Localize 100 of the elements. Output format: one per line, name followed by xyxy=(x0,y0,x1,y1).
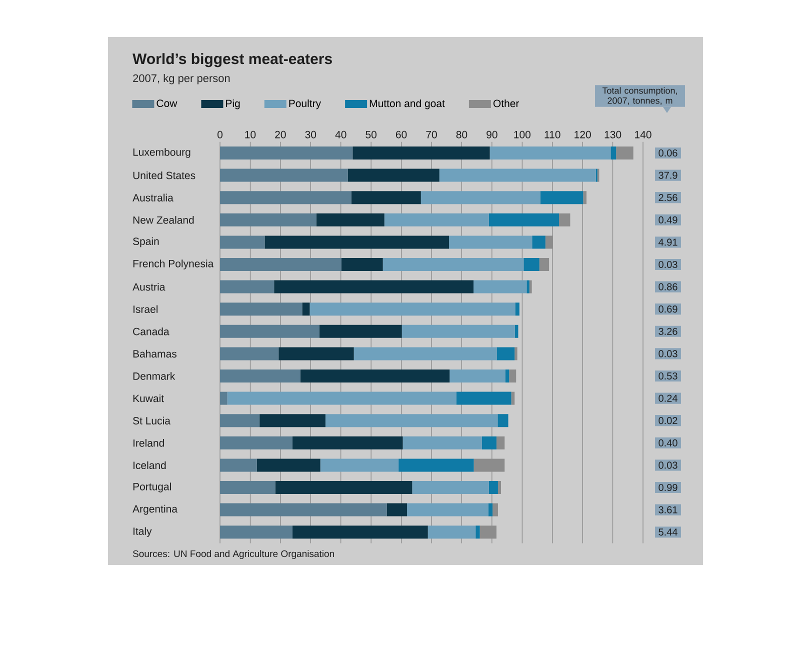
x-tick-label: 90 xyxy=(486,130,498,138)
legend-label: Cow xyxy=(156,100,178,108)
y-tick-label: Austria xyxy=(132,282,166,291)
bar xyxy=(498,414,508,428)
bar xyxy=(428,526,476,539)
bar xyxy=(514,347,518,360)
bar xyxy=(310,302,516,316)
bar xyxy=(492,503,498,516)
bar xyxy=(384,213,489,226)
y-tick-label: Ireland xyxy=(134,439,164,447)
bar xyxy=(220,458,257,472)
bar xyxy=(515,302,520,316)
bar xyxy=(292,436,403,450)
y-tick-label: Denmark xyxy=(133,372,176,380)
bar xyxy=(319,324,402,338)
legend-label: Poultry xyxy=(289,99,322,110)
x-tick-label: 120 xyxy=(574,130,591,138)
bar xyxy=(488,481,498,494)
bar xyxy=(220,168,348,182)
source-note: Sources: UN Food and Agriculture Organisation xyxy=(132,550,334,559)
y-tick-label: St Lucia xyxy=(133,416,170,424)
bar xyxy=(220,392,228,405)
x-tick-label: 110 xyxy=(544,130,560,138)
text: 0.69 xyxy=(658,306,678,313)
bar xyxy=(220,481,276,494)
y-tick-label: United States xyxy=(133,171,196,180)
bar xyxy=(220,436,293,450)
bar xyxy=(220,526,293,539)
bar xyxy=(488,213,560,226)
x-tick-label: 100 xyxy=(514,130,530,138)
bar xyxy=(220,213,316,226)
bar xyxy=(540,191,584,204)
bar xyxy=(260,414,326,428)
x-tick-label: 130 xyxy=(604,130,622,138)
bar xyxy=(420,191,540,204)
bar xyxy=(354,347,497,360)
text: 5.44 xyxy=(658,528,678,536)
y-tick-label: Australia xyxy=(132,194,174,202)
bar xyxy=(220,370,300,382)
bar xyxy=(559,213,570,226)
bar xyxy=(456,392,512,405)
bar xyxy=(220,236,265,249)
text: Total consumption, 2007, tonnes, m xyxy=(602,87,677,105)
bar xyxy=(382,258,524,271)
bar xyxy=(220,503,387,516)
text: 0.99 xyxy=(658,484,678,492)
y-tick-label: Argentina xyxy=(132,504,178,515)
bar xyxy=(352,146,490,160)
y-tick-label: Luxembourg xyxy=(133,148,190,158)
x-tick-label: 40 xyxy=(335,130,346,138)
text: 0.03 xyxy=(658,462,678,469)
bar xyxy=(539,258,550,271)
x-tick-label: 80 xyxy=(456,130,468,138)
bar xyxy=(274,280,474,294)
bar xyxy=(220,258,342,271)
bar xyxy=(275,481,412,494)
chart-subtitle: 2007, kg per person xyxy=(133,74,230,84)
text: 0.40 xyxy=(658,439,678,446)
bar xyxy=(300,370,450,382)
bar xyxy=(511,392,515,405)
text: 4.91 xyxy=(658,238,678,246)
text: 3.26 xyxy=(658,328,678,335)
bar xyxy=(407,503,488,516)
text: 0.06 xyxy=(658,149,678,157)
chart-title: World’s biggest meat-eaters xyxy=(132,53,332,68)
y-tick-label: Bahamas xyxy=(133,350,177,358)
bar xyxy=(450,370,506,382)
bar xyxy=(264,236,450,249)
bar xyxy=(220,302,302,316)
bar xyxy=(476,526,480,539)
legend-label: Other xyxy=(493,99,520,108)
x-tick-label: 70 xyxy=(426,130,437,138)
bar xyxy=(583,191,586,204)
y-tick-label: Kuwait xyxy=(133,394,164,402)
bar xyxy=(302,302,310,316)
bar xyxy=(220,146,353,160)
bar xyxy=(220,347,279,360)
bar xyxy=(348,168,440,182)
bar xyxy=(402,324,515,338)
bar xyxy=(480,526,496,539)
bar xyxy=(220,414,260,428)
bar xyxy=(325,414,498,428)
text: 2.56 xyxy=(658,194,678,202)
bar xyxy=(341,258,383,271)
text: 0.24 xyxy=(658,394,678,402)
bar xyxy=(351,191,421,204)
text: 0.02 xyxy=(658,417,678,424)
y-tick-label: Canada xyxy=(133,328,170,336)
bar xyxy=(474,458,505,472)
text: 0.03 xyxy=(658,260,678,268)
bar xyxy=(256,458,320,472)
x-tick-label: 10 xyxy=(245,130,256,138)
bar xyxy=(524,258,540,271)
bar xyxy=(616,146,634,160)
y-tick-label: Israel xyxy=(134,305,158,313)
bar xyxy=(398,458,474,472)
bar xyxy=(514,324,518,338)
bar xyxy=(488,503,493,516)
bar xyxy=(220,280,274,294)
bar xyxy=(529,280,532,294)
